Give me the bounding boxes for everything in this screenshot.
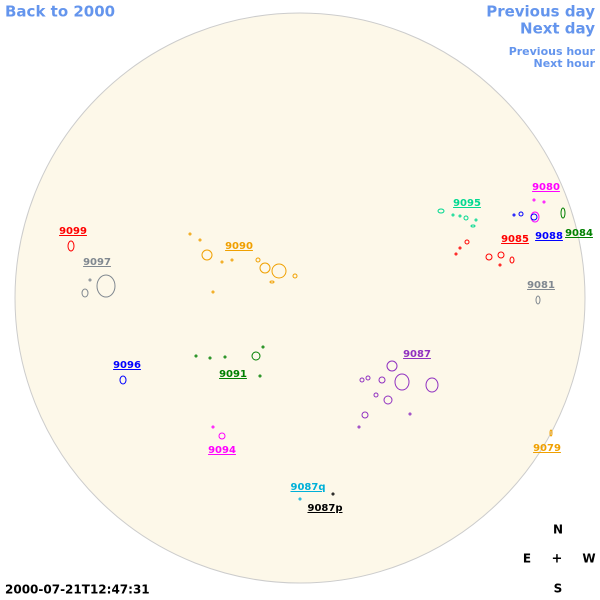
sunspot bbox=[211, 290, 215, 294]
sunspot bbox=[211, 425, 215, 429]
sunspot bbox=[292, 273, 298, 279]
sunspot bbox=[530, 213, 538, 221]
back-link[interactable]: Back to 2000 bbox=[5, 3, 115, 21]
sunspot bbox=[223, 355, 227, 359]
sunspot bbox=[549, 429, 553, 437]
sunspot bbox=[258, 374, 262, 378]
sunspot bbox=[383, 395, 393, 405]
sunspot bbox=[269, 280, 275, 284]
sunspot bbox=[259, 262, 271, 274]
sunspot bbox=[509, 256, 515, 264]
region-label: 9079 bbox=[533, 443, 561, 454]
region-label: 9090 bbox=[225, 241, 253, 252]
sunspot bbox=[542, 200, 546, 204]
region-label: 9088 bbox=[535, 231, 563, 242]
sunspot bbox=[331, 492, 335, 496]
sunspot bbox=[470, 224, 476, 228]
sunspot bbox=[208, 356, 212, 360]
sunspot bbox=[271, 263, 287, 279]
region-label: 9097 bbox=[83, 257, 111, 268]
compass-east: E bbox=[523, 552, 531, 566]
sunspot bbox=[463, 215, 469, 221]
previous-day-link[interactable]: Previous day bbox=[486, 3, 595, 21]
region-label: 9087 bbox=[403, 349, 431, 360]
sunspot bbox=[373, 392, 379, 398]
sunspot bbox=[518, 211, 524, 217]
region-label: 9087q bbox=[291, 482, 326, 493]
sunspot bbox=[512, 213, 516, 217]
sunspot bbox=[535, 295, 541, 305]
previous-hour-link[interactable]: Previous hour bbox=[509, 45, 596, 58]
region-label: 9099 bbox=[59, 226, 87, 237]
sunspot bbox=[458, 214, 462, 218]
sunspot bbox=[464, 239, 470, 245]
solar-disk bbox=[14, 12, 586, 584]
region-label: 9091 bbox=[219, 369, 247, 380]
sunspot bbox=[218, 432, 226, 440]
sunspot bbox=[198, 238, 202, 242]
sunspot bbox=[261, 345, 265, 349]
region-label: 9081 bbox=[527, 280, 555, 291]
sunspot bbox=[361, 411, 369, 419]
sunspot bbox=[230, 258, 234, 262]
sunspot bbox=[88, 278, 92, 282]
sunspot bbox=[394, 373, 410, 391]
sunspot bbox=[378, 376, 386, 384]
sunspot bbox=[201, 249, 213, 261]
sunspot bbox=[498, 263, 502, 267]
region-label: 9080 bbox=[532, 182, 560, 193]
sunspot bbox=[359, 377, 365, 383]
next-day-link[interactable]: Next day bbox=[520, 20, 595, 38]
sunspot bbox=[485, 253, 493, 261]
sunspot bbox=[96, 274, 116, 298]
next-hour-link[interactable]: Next hour bbox=[534, 57, 596, 70]
sunspot bbox=[220, 260, 224, 264]
sunspot bbox=[81, 288, 89, 298]
sunspot bbox=[119, 375, 127, 385]
sunspot bbox=[386, 360, 398, 372]
sunspot bbox=[532, 198, 536, 202]
sunspot bbox=[298, 497, 302, 501]
region-label: 9094 bbox=[208, 445, 236, 456]
sunspot bbox=[251, 351, 261, 361]
sunspot bbox=[188, 232, 192, 236]
region-label: 9087p bbox=[308, 503, 343, 514]
sunspot bbox=[474, 218, 478, 222]
region-label: 9096 bbox=[113, 360, 141, 371]
sunspot bbox=[357, 425, 361, 429]
compass-west: W bbox=[582, 552, 595, 566]
sunspot bbox=[194, 354, 198, 358]
sunspot bbox=[458, 246, 462, 250]
sunspot bbox=[560, 207, 566, 219]
sunspot bbox=[437, 208, 445, 214]
region-label: 9085 bbox=[501, 234, 529, 245]
compass-center: + bbox=[552, 552, 563, 567]
sunspot bbox=[408, 412, 412, 416]
sunspot bbox=[365, 375, 371, 381]
sunspot bbox=[425, 377, 439, 393]
sunspot bbox=[451, 213, 455, 217]
region-label: 9095 bbox=[453, 198, 481, 209]
compass-north: N bbox=[553, 523, 563, 537]
sunspot bbox=[67, 240, 75, 252]
timestamp: 2000-07-21T12:47:31 bbox=[5, 583, 150, 597]
sunspot bbox=[454, 252, 458, 256]
region-label: 9084 bbox=[565, 228, 593, 239]
sunspot bbox=[255, 257, 261, 263]
compass-south: S bbox=[554, 582, 563, 596]
sunspot bbox=[497, 251, 505, 259]
